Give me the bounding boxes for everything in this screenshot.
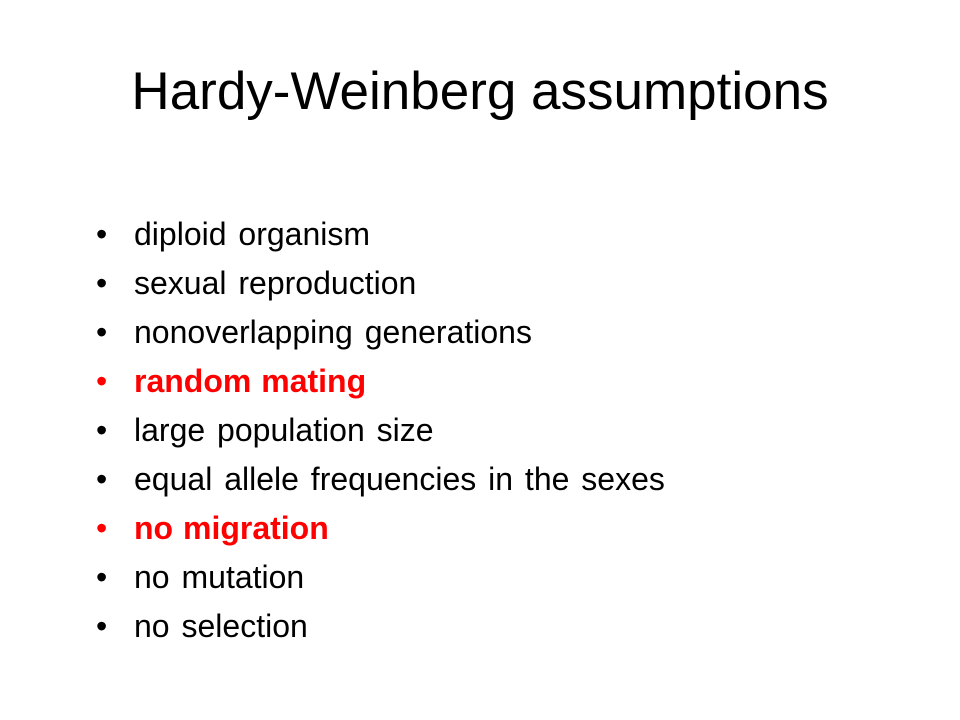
- bullet-icon: •: [96, 265, 108, 301]
- assumption-text: large population size: [134, 412, 434, 448]
- assumption-text: no selection: [134, 608, 308, 644]
- assumption-text: no mutation: [134, 559, 305, 595]
- bullet-icon: •: [96, 608, 108, 644]
- bullet-icon: •: [96, 412, 108, 448]
- assumption-text: equal allele frequencies in the sexes: [134, 461, 665, 497]
- bullet-icon: •: [96, 510, 108, 546]
- bullet-icon: •: [96, 363, 108, 399]
- bullet-icon: •: [96, 216, 108, 252]
- assumption-text: no migration: [134, 510, 329, 546]
- assumption-text: random mating: [134, 363, 367, 399]
- slide-title: Hardy-Weinberg assumptions: [131, 62, 829, 121]
- assumption-text: diploid organism: [134, 216, 371, 252]
- bullet-icon: •: [96, 461, 108, 497]
- bullet-icon: •: [96, 559, 108, 595]
- assumption-text: sexual reproduction: [134, 265, 417, 301]
- bullet-icon: •: [96, 314, 108, 350]
- assumption-text: nonoverlapping generations: [134, 314, 532, 350]
